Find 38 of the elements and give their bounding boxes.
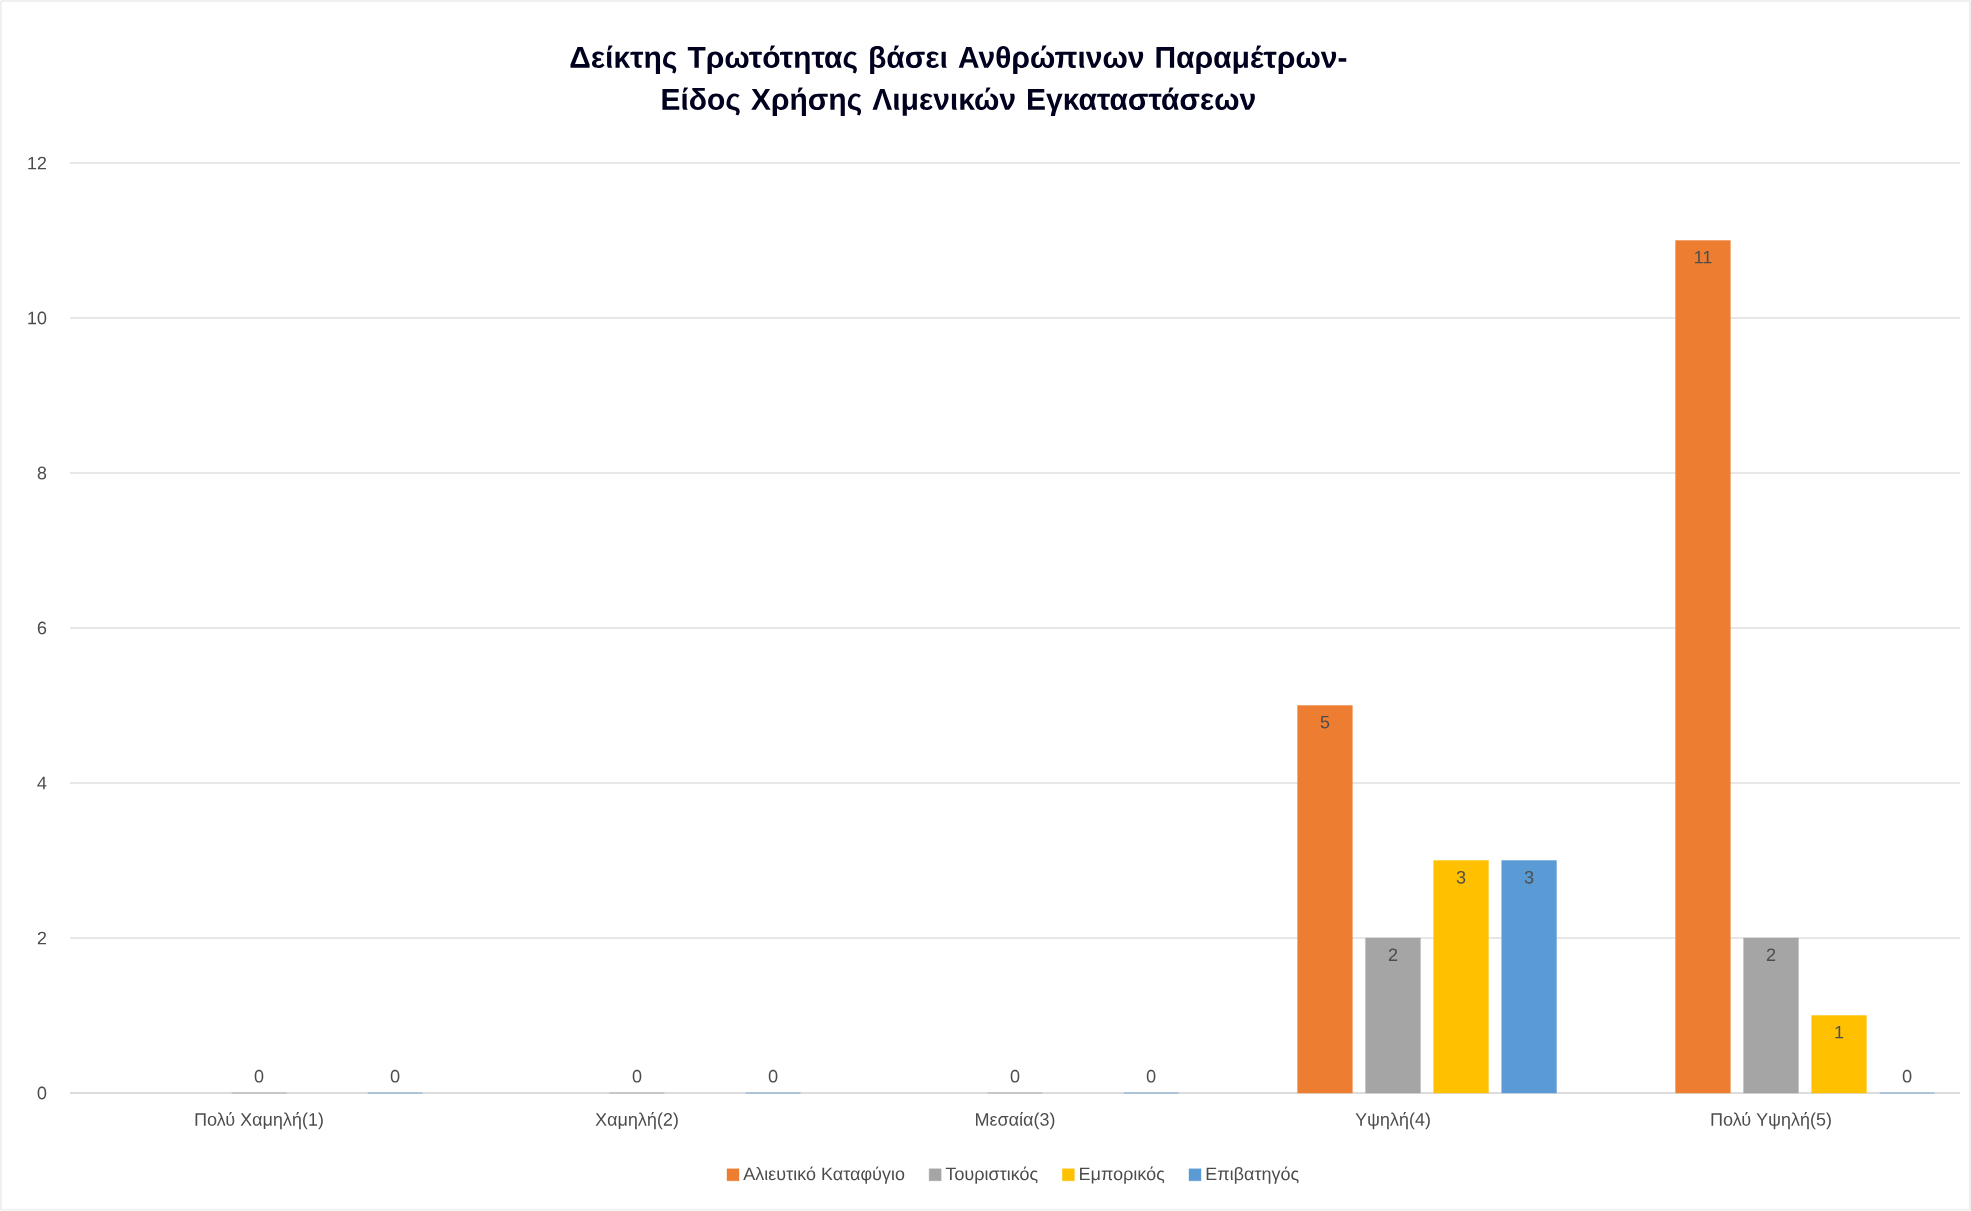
legend-label: Αλιευτικό Καταφύγιο (743, 1166, 905, 1184)
bar (1365, 937, 1421, 1094)
data-label: 3 (1456, 870, 1466, 884)
y-tick-label: 4 (37, 776, 47, 790)
legend-label: Εμπορικός (1080, 1166, 1165, 1184)
data-label: 3 (1524, 870, 1534, 884)
data-label: 0 (254, 1069, 264, 1083)
y-tick-label: 2 (37, 931, 47, 945)
bar (1501, 860, 1557, 1094)
data-label: 11 (1695, 250, 1712, 264)
bar (1297, 705, 1353, 1094)
data-label: 0 (768, 1069, 778, 1083)
x-tick-label: Πολύ Χαμηλή(1) (195, 1112, 323, 1130)
chart-title: Δείκτης Τρωτότητας βάσει Ανθρώπινων Παραμέτρων-Είδος Χρήσης Λιμενικών Εγκαταστάσεων (570, 45, 1347, 116)
legend-label: Επιβατηγός (1206, 1166, 1299, 1184)
y-tick-label: 6 (37, 621, 47, 635)
legend-label: Τουριστικός (945, 1166, 1038, 1184)
x-tick-label: Πολύ Υψηλή(5) (1711, 1112, 1831, 1130)
data-label: 0 (1146, 1069, 1156, 1083)
data-label: 2 (1766, 948, 1776, 961)
data-label: 1 (1835, 1025, 1844, 1039)
data-label: 5 (1320, 715, 1330, 729)
bar (1675, 240, 1731, 1094)
data-label: 0 (390, 1069, 400, 1083)
data-label: 0 (1902, 1069, 1912, 1083)
bar (1811, 1015, 1867, 1094)
bar (1433, 860, 1489, 1094)
y-tick-label: 10 (28, 311, 47, 325)
x-tick-label: Χαμηλή(2) (595, 1112, 678, 1130)
bar (1743, 937, 1799, 1094)
data-label: 0 (632, 1069, 642, 1083)
y-tick-label: 8 (37, 466, 47, 480)
x-tick-label: Υψηλή(4) (1355, 1112, 1430, 1130)
y-tick-label: 0 (37, 1086, 47, 1100)
data-label: 0 (1010, 1069, 1020, 1083)
x-tick-label: Μεσαία(3) (976, 1112, 1055, 1130)
y-tick-label: 12 (28, 156, 47, 170)
data-label: 2 (1388, 948, 1398, 961)
